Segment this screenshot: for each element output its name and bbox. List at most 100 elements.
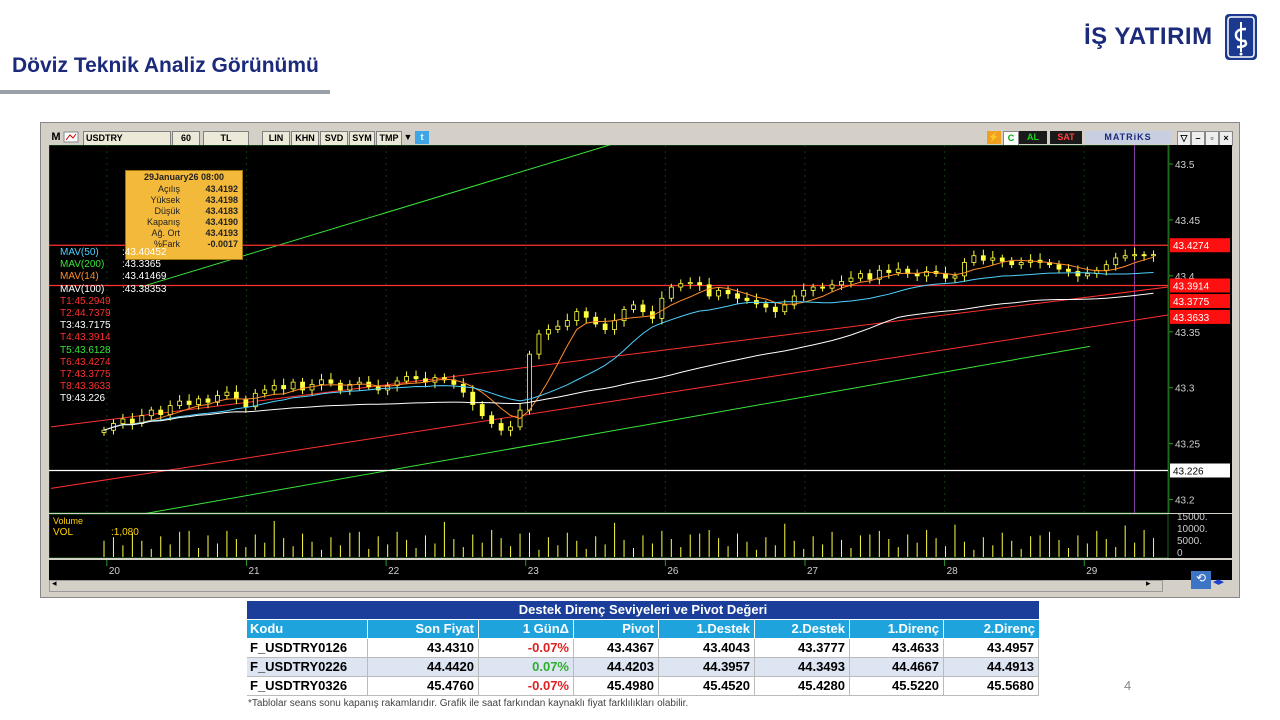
currency-field[interactable]: TL <box>203 131 249 146</box>
candle <box>508 426 513 431</box>
y-tick-label: 43.5 <box>1175 160 1195 171</box>
mav100-line <box>103 292 1154 431</box>
x-tick-label: 29 <box>1086 566 1098 577</box>
candle <box>697 282 703 286</box>
candle <box>772 306 778 313</box>
candle <box>460 383 466 393</box>
legend-label: T1:45.2949 <box>60 295 111 307</box>
menu-m-button[interactable]: M <box>51 131 61 143</box>
table-cell: 0.07% <box>479 658 574 676</box>
candle <box>470 391 476 405</box>
khn-button[interactable]: KHN <box>291 131 319 146</box>
lin-button[interactable]: LIN <box>262 131 290 146</box>
minimize-icon[interactable]: – <box>1191 131 1205 146</box>
info-label: Ağ. Ort <box>151 228 180 238</box>
price-chart[interactable]: 43.5 43.45 43.4 43.35 43.3 43.25 43.2 43.4274 43… <box>48 141 1232 517</box>
maximize-icon[interactable]: ▫ <box>1205 131 1219 146</box>
candle <box>914 273 920 277</box>
vol-label: VOL <box>53 527 74 538</box>
sync-icon[interactable]: ⟲ <box>1191 571 1211 589</box>
chart-toolbar: M USDTRY 60 TL LIN KHN SVD SYM TMP ▼ t ⚡… <box>41 131 1239 146</box>
legend-item: T7:43.3775 <box>60 369 111 381</box>
candle <box>1009 260 1015 266</box>
x-tick-label: 22 <box>388 566 400 577</box>
date-axis: 20 21 22 23 26 27 28 29 <box>49 560 1232 580</box>
candle <box>621 309 627 322</box>
candle <box>1056 264 1062 270</box>
tmp-button[interactable]: TMP <box>376 131 402 146</box>
legend-label: T5:43.6128 <box>60 344 111 356</box>
info-label: Düşük <box>154 206 180 216</box>
candle <box>1075 270 1081 277</box>
candle <box>148 409 154 417</box>
symbol-field[interactable]: USDTRY <box>83 131 171 146</box>
candle <box>300 381 305 391</box>
lightning-icon[interactable]: ⚡ <box>987 131 1001 144</box>
candle <box>574 311 580 322</box>
instrument-code: F_USDTRY0126 <box>247 639 368 657</box>
candle <box>867 273 873 280</box>
sell-button[interactable]: SAT <box>1050 131 1082 144</box>
legend-item: MAV(100):43.38353 <box>60 284 167 296</box>
legend-value: :43.40452 <box>122 247 167 258</box>
price-label-box <box>1170 278 1230 293</box>
candle <box>158 409 164 415</box>
candle <box>413 376 419 380</box>
mav50-line <box>103 272 1154 431</box>
candle <box>583 311 589 318</box>
candle <box>205 398 211 403</box>
instrument-code: F_USDTRY0326 <box>247 677 368 695</box>
legend-label: T6:43.4274 <box>60 356 111 368</box>
scroll-left-icon[interactable]: ◂ <box>52 578 57 588</box>
table-cell: 43.4633 <box>850 639 944 657</box>
price-label-box <box>1170 238 1230 253</box>
column-header: 1 GünΔ <box>479 620 574 638</box>
dropdown-arrow-icon[interactable]: ▼ <box>403 132 413 142</box>
table-cell: -0.07% <box>479 677 574 695</box>
vol-tick: 5000. <box>1177 536 1203 547</box>
candle <box>810 286 816 291</box>
candle <box>337 382 343 391</box>
twitter-icon[interactable]: t <box>415 131 429 144</box>
legend-value: :43.41469 <box>122 271 167 283</box>
trading-terminal: M USDTRY 60 TL LIN KHN SVD SYM TMP ▼ t ⚡… <box>40 122 1240 598</box>
legend-item: T3:43.7175 <box>60 320 111 332</box>
chevron-down-icon[interactable]: ▽ <box>1177 131 1191 146</box>
table-cell: 45.5220 <box>850 677 944 695</box>
legend-label: MAV(14) <box>60 271 99 283</box>
candle <box>952 275 958 279</box>
table-cell: 45.4280 <box>755 677 850 695</box>
candle <box>678 283 684 288</box>
info-value: 43.4198 <box>205 195 238 205</box>
candle <box>1103 264 1109 271</box>
info-value: 43.4183 <box>205 206 238 216</box>
candle <box>1122 255 1128 259</box>
candle <box>990 257 996 261</box>
scroll-right-icon[interactable]: ▸ <box>1146 578 1151 588</box>
candle <box>1141 254 1147 257</box>
candle <box>564 320 570 327</box>
candle <box>612 320 617 330</box>
sym-button[interactable]: SYM <box>349 131 375 146</box>
volume-border <box>48 513 1169 559</box>
svd-button[interactable]: SVD <box>320 131 348 146</box>
period-field[interactable]: 60 <box>172 131 200 146</box>
expand-icon[interactable] <box>63 131 79 144</box>
nav-arrows-icon[interactable]: ◂▸ <box>1213 576 1225 588</box>
horizontal-scrollbar[interactable]: ◂ ▸ <box>49 578 1163 592</box>
buy-button[interactable]: AL <box>1019 131 1047 144</box>
legend-value: :43.38353 <box>122 283 167 295</box>
refresh-icon[interactable]: C <box>1003 131 1019 146</box>
logo-emblem-icon <box>1224 14 1257 60</box>
table-cell: 43.3777 <box>755 639 850 657</box>
table-row: F_USDTRY0226 44.4420 0.07% 44.4203 44.3957 44… <box>247 658 1039 677</box>
table-cell: 44.3957 <box>659 658 755 676</box>
red-trend-1-line <box>50 286 1169 428</box>
candle <box>839 281 844 286</box>
close-icon[interactable]: × <box>1219 131 1233 146</box>
candle <box>687 282 693 285</box>
candle <box>167 405 173 415</box>
candle <box>215 395 220 403</box>
column-header: 1.Destek <box>659 620 755 638</box>
candle <box>801 290 807 297</box>
